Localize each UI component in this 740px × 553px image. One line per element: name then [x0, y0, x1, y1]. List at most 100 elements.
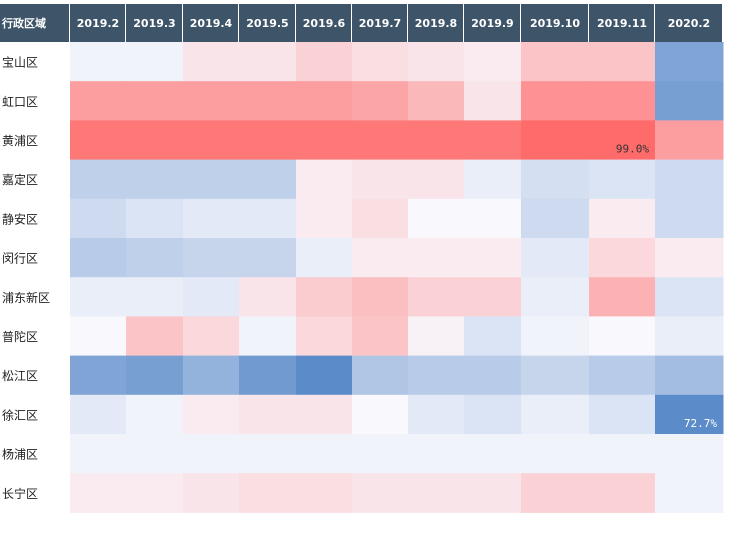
heatmap-cell — [296, 316, 353, 357]
heatmap-cell — [589, 394, 656, 435]
heatmap-cell — [239, 238, 297, 278]
heatmap-cell — [239, 473, 297, 513]
heatmap-cell — [408, 81, 465, 121]
heatmap-cell — [655, 120, 724, 161]
heatmap-cell — [239, 81, 297, 121]
heatmap-cell — [521, 238, 590, 278]
heatmap-cell — [408, 355, 465, 396]
heatmap-cell — [296, 473, 353, 513]
column-header-label: 2019.11 — [597, 17, 647, 30]
row-label: 宝山区 — [2, 56, 38, 70]
heatmap-cell — [296, 238, 353, 278]
column-header-cell — [464, 4, 520, 42]
heatmap-cell — [521, 120, 590, 161]
heatmap-cell — [126, 159, 184, 200]
heatmap-cell — [126, 81, 184, 121]
heatmap-cell — [464, 277, 522, 317]
row-label: 长宁区 — [2, 486, 38, 501]
heatmap-cell — [352, 473, 409, 513]
heatmap-cell — [464, 42, 522, 82]
heatmap-cell — [183, 316, 240, 357]
heatmap-cell — [352, 81, 409, 121]
heatmap-cell — [70, 355, 127, 396]
column-header-label: 2019.8 — [415, 17, 457, 30]
heatmap-cell — [126, 120, 184, 161]
row-label: 嘉定区 — [2, 172, 38, 187]
heatmap-cell — [589, 238, 656, 278]
heatmap-cell — [589, 434, 656, 474]
heatmap-cell — [521, 394, 590, 435]
heatmap-cell — [521, 316, 590, 357]
heatmap-cell — [126, 238, 184, 278]
cell-annotations: 99.0% 72.7% — [616, 143, 717, 430]
heatmap-cell — [589, 355, 656, 396]
column-header-cell — [70, 4, 125, 42]
row-label: 虹口区 — [2, 95, 38, 109]
heatmap-cell — [464, 355, 522, 396]
heatmap-cell — [183, 355, 240, 396]
heatmap-cell — [464, 316, 522, 357]
heatmap-cell — [408, 277, 465, 317]
heatmap-cell — [70, 198, 127, 239]
heatmap-cell — [589, 81, 656, 121]
column-header-label: 2019.3 — [133, 17, 175, 30]
heatmap-cell — [655, 316, 724, 357]
heatmap-cell — [296, 394, 353, 435]
heatmap-cell — [70, 316, 127, 357]
heatmap-cell — [70, 238, 127, 278]
heatmap-cell — [183, 120, 240, 161]
heatmap-cell — [408, 42, 465, 82]
column-header-label: 2020.2 — [668, 17, 710, 30]
column-header-cell — [589, 4, 654, 42]
heatmap-cell — [655, 355, 724, 396]
heatmap-cell — [408, 434, 465, 474]
heatmap-cell — [464, 81, 522, 121]
heatmap-cell — [239, 316, 297, 357]
heatmap-cell — [296, 159, 353, 200]
heatmap-cell — [70, 159, 127, 200]
heatmap-cell — [464, 434, 522, 474]
row-label: 杨浦区 — [2, 447, 38, 462]
heatmap-cell — [352, 316, 409, 357]
heatmap-cell — [655, 394, 724, 435]
heatmap-cell — [464, 198, 522, 239]
heatmap-cell — [239, 42, 297, 82]
heatmap-cell — [70, 434, 127, 474]
heatmap-cell — [183, 42, 240, 82]
heatmap-cell — [589, 198, 656, 239]
row-label: 闵行区 — [2, 251, 38, 266]
heatmap-cell — [70, 42, 127, 82]
corner-header-cell — [0, 4, 69, 42]
heatmap-cell — [655, 42, 724, 82]
heatmap-cell — [408, 394, 465, 435]
heatmap-cell — [521, 434, 590, 474]
heatmap-cell — [521, 159, 590, 200]
column-header-cell — [126, 4, 182, 42]
heatmap-cell — [183, 473, 240, 513]
heatmap-cell — [126, 316, 184, 357]
heatmap-cell — [296, 120, 353, 161]
heatmap-cell — [183, 394, 240, 435]
heatmap-cell — [183, 277, 240, 317]
row-label: 普陀区 — [2, 329, 38, 344]
cell-annotation: 72.7% — [684, 417, 717, 430]
heatmap-cell — [239, 355, 297, 396]
column-header-label: 2019.4 — [190, 17, 233, 30]
heatmap-cell — [655, 473, 724, 513]
heatmap-cell — [239, 120, 297, 161]
heatmap-cell — [589, 316, 656, 357]
row-label: 静安区 — [2, 211, 38, 226]
heatmap-cell — [408, 159, 465, 200]
column-header-cell — [239, 4, 295, 42]
heatmap-cell — [352, 42, 409, 82]
heatmap-cell — [352, 394, 409, 435]
column-header-label: 2019.7 — [359, 17, 401, 30]
heatmap-cell — [521, 198, 590, 239]
heatmap-cell — [655, 159, 724, 200]
column-header-cell — [352, 4, 407, 42]
row-header-label: 行政区域 — [1, 16, 46, 30]
column-header-label: 2019.6 — [303, 17, 346, 30]
heatmap-cell — [352, 238, 409, 278]
column-header-cell — [521, 4, 588, 42]
